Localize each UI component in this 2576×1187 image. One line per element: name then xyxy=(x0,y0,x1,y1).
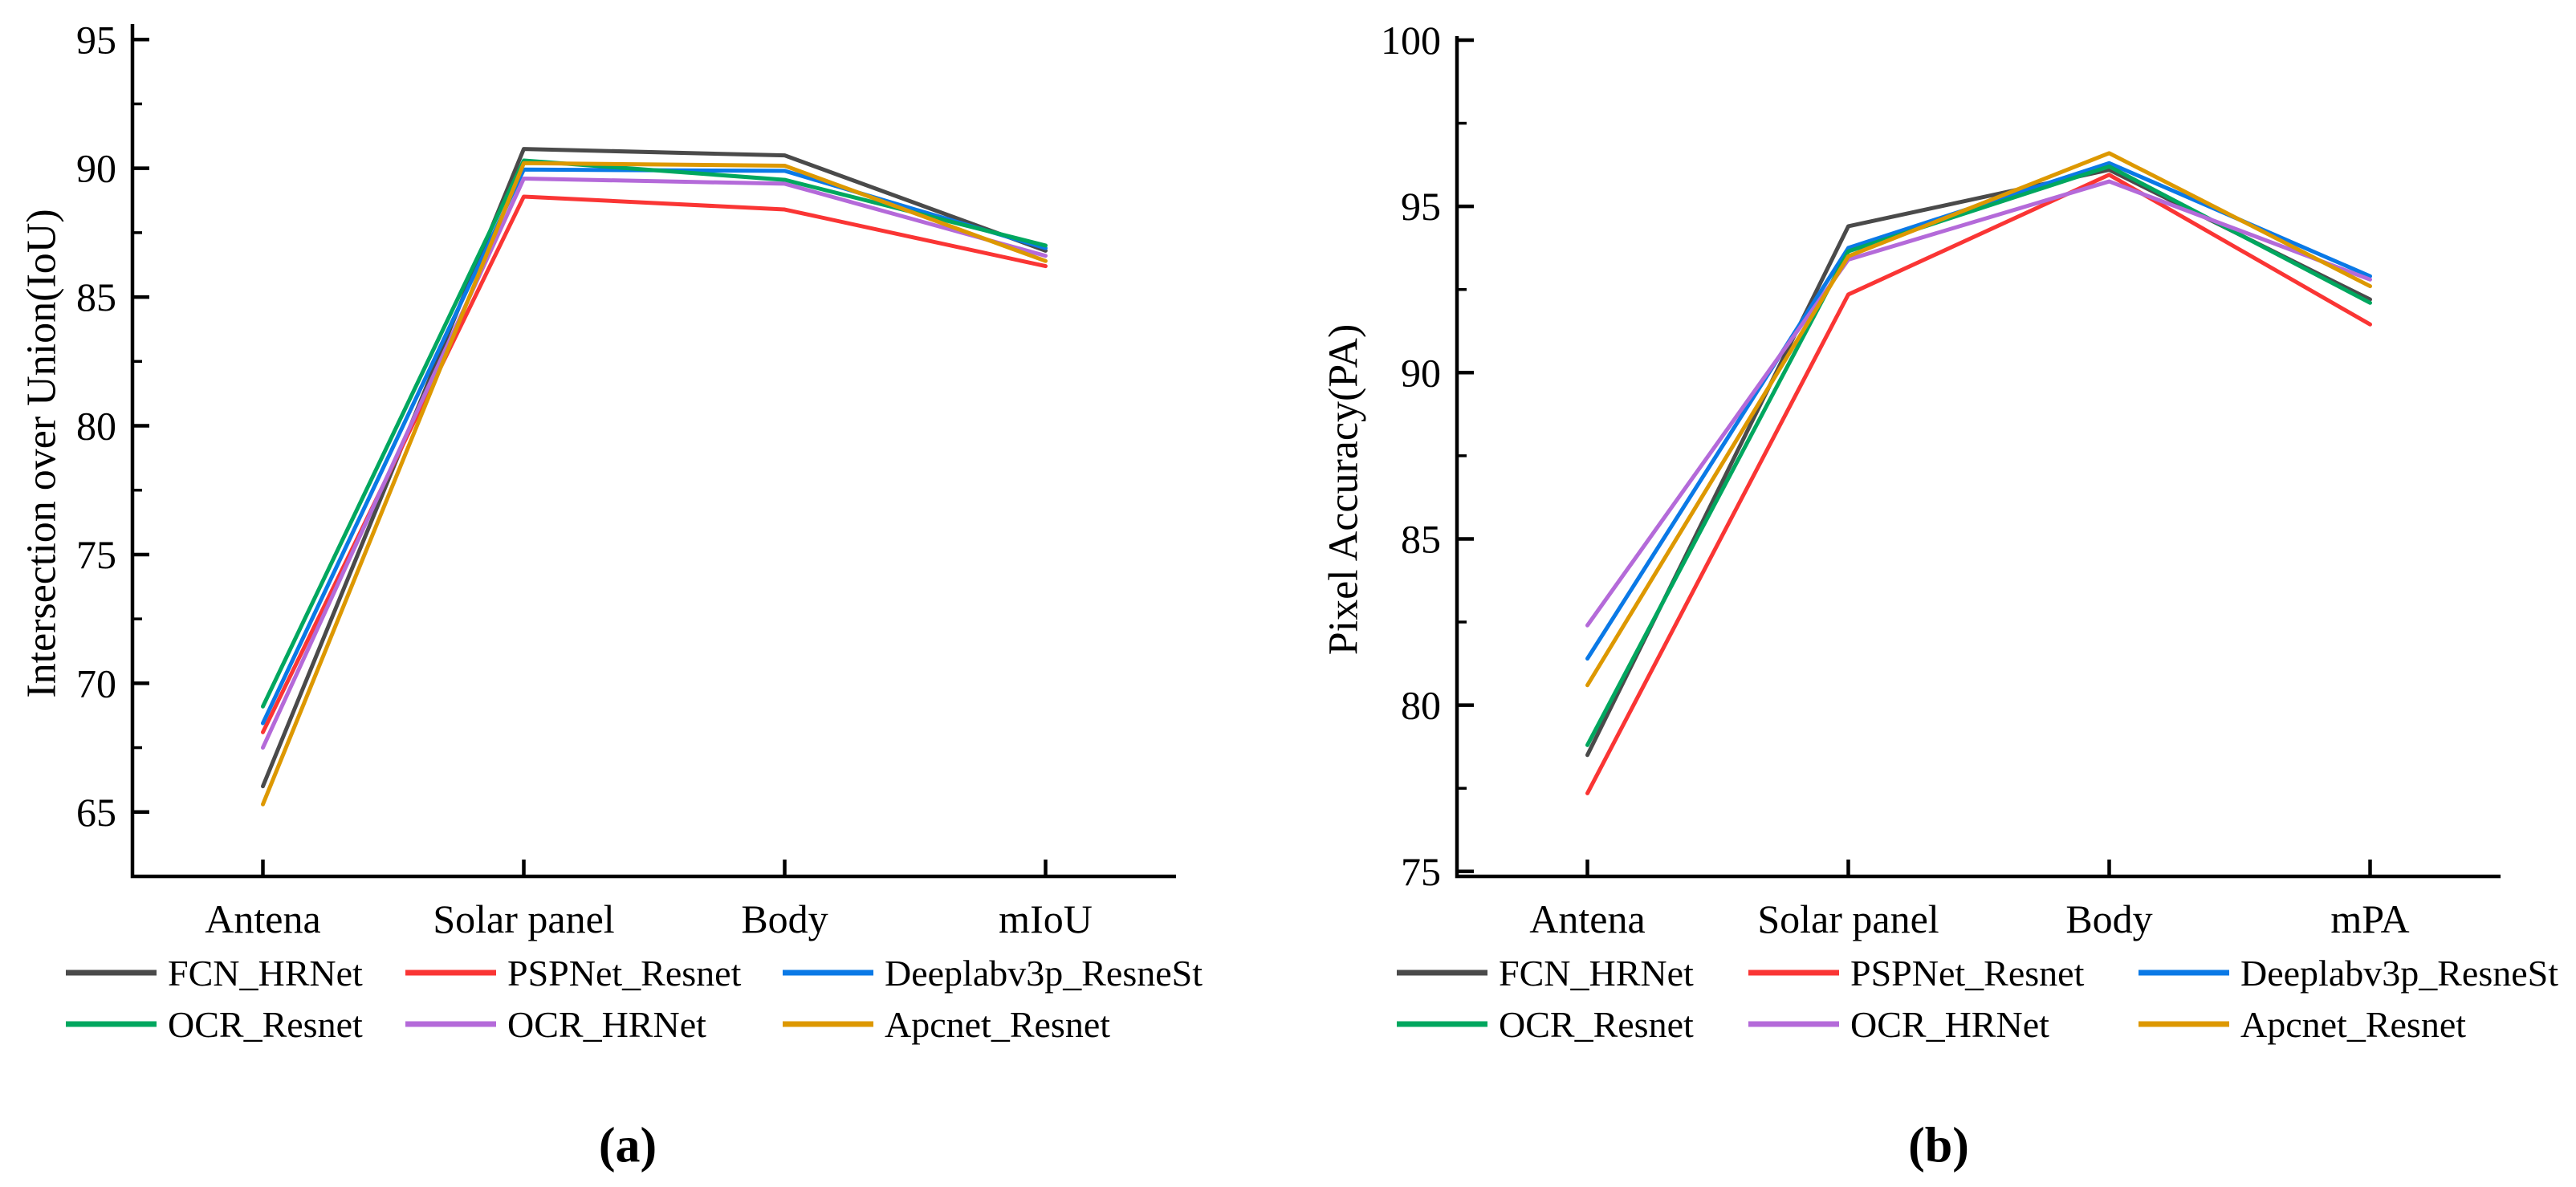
legend-item-deeplabv3p-resnest: Deeplabv3p_ResneSt xyxy=(2139,953,2558,994)
axis-spines-a xyxy=(130,24,1176,879)
x-category-label: mIoU xyxy=(999,896,1093,941)
y-tick-label: 75 xyxy=(76,532,116,577)
y-tick-label: 95 xyxy=(76,17,116,62)
legend-label: FCN_HRNet xyxy=(1499,953,1694,994)
y-tick-label: 100 xyxy=(1381,18,1441,63)
legend-label: Deeplabv3p_ResneSt xyxy=(885,953,1203,994)
series-line-ocr-hrnet xyxy=(1585,179,2372,628)
legend-label: OCR_Resnet xyxy=(1499,1004,1694,1045)
y-tick-label: 80 xyxy=(1401,683,1441,728)
legend-label: OCR_Resnet xyxy=(168,1004,363,1045)
legend-label: FCN_HRNet xyxy=(168,953,363,994)
legend-label: Apcnet_Resnet xyxy=(2240,1004,2466,1045)
subfigure-caption-b: (b) xyxy=(1908,1118,1969,1173)
y-tick-label: 85 xyxy=(76,274,116,319)
legend-item-fcn-hrnet: FCN_HRNet xyxy=(66,953,363,994)
y-tick-label: 95 xyxy=(1401,184,1441,229)
legend-label: PSPNet_Resnet xyxy=(1850,953,2085,994)
x-category-label: Antena xyxy=(205,896,320,941)
legend-item-deeplabv3p-resnest: Deeplabv3p_ResneSt xyxy=(783,953,1203,994)
legend-item-ocr-resnet: OCR_Resnet xyxy=(66,1004,363,1045)
x-category-label: Solar panel xyxy=(433,896,614,941)
legend-item-ocr-hrnet: OCR_HRNet xyxy=(405,1004,706,1045)
legend-item-apcnet-resnet: Apcnet_Resnet xyxy=(783,1004,1110,1045)
x-category-label: Body xyxy=(2065,896,2152,941)
legend-item-ocr-hrnet: OCR_HRNet xyxy=(1748,1004,2049,1045)
legend-item-apcnet-resnet: Apcnet_Resnet xyxy=(2139,1004,2466,1045)
y-axis-title-b: Pixel Accuracy(PA) xyxy=(1321,323,1367,656)
y-tick-label: 70 xyxy=(76,661,116,705)
x-category-label: Solar panel xyxy=(1757,896,1939,941)
series-line-ocr-hrnet xyxy=(261,177,1048,750)
chart-b: 75 80 85 90 95 100 Antena Solar panel Body mPA FCN… xyxy=(1381,18,2558,1045)
axis-spines-b xyxy=(1455,36,2501,879)
y-tick-label: 75 xyxy=(1401,849,1441,894)
x-category-label: Body xyxy=(741,896,828,941)
legend-label: OCR_HRNet xyxy=(1850,1004,2049,1045)
legend-label: Deeplabv3p_ResneSt xyxy=(2240,953,2558,994)
y-tick-label: 90 xyxy=(1401,350,1441,395)
y-tick-label: 80 xyxy=(76,404,116,449)
subfigure-caption-a: (a) xyxy=(598,1118,657,1173)
x-category-label: mPA xyxy=(2330,896,2409,941)
legend-item-pspnet-resnet: PSPNet_Resnet xyxy=(1748,953,2085,994)
legend-label: PSPNet_Resnet xyxy=(507,953,742,994)
y-tick-label: 65 xyxy=(76,790,116,835)
legend-label: OCR_HRNet xyxy=(507,1004,706,1045)
series-line-fcn-hrnet xyxy=(261,147,1048,789)
legend-item-pspnet-resnet: PSPNet_Resnet xyxy=(405,953,742,994)
y-tick-label: 90 xyxy=(76,146,116,191)
legend-label: Apcnet_Resnet xyxy=(885,1004,1110,1045)
y-tick-label: 85 xyxy=(1401,516,1441,561)
legend-item-fcn-hrnet: FCN_HRNet xyxy=(1397,953,1694,994)
series-line-ocr-resnet xyxy=(1585,164,2372,747)
series-line-deeplabv3p-resnest xyxy=(261,167,1048,726)
x-category-label: Antena xyxy=(1529,896,1645,941)
legend-item-ocr-resnet: OCR_Resnet xyxy=(1397,1004,1694,1045)
series-line-pspnet-resnet xyxy=(1585,173,2372,795)
series-line-apcnet-resnet xyxy=(1585,151,2372,688)
series-line-apcnet-resnet xyxy=(261,161,1048,807)
chart-a: 65 70 75 80 85 90 95 Antena Solar panel Body mIoU F… xyxy=(66,17,1203,1045)
y-axis-title-a: Intersection over Union(IoU) xyxy=(18,209,65,698)
